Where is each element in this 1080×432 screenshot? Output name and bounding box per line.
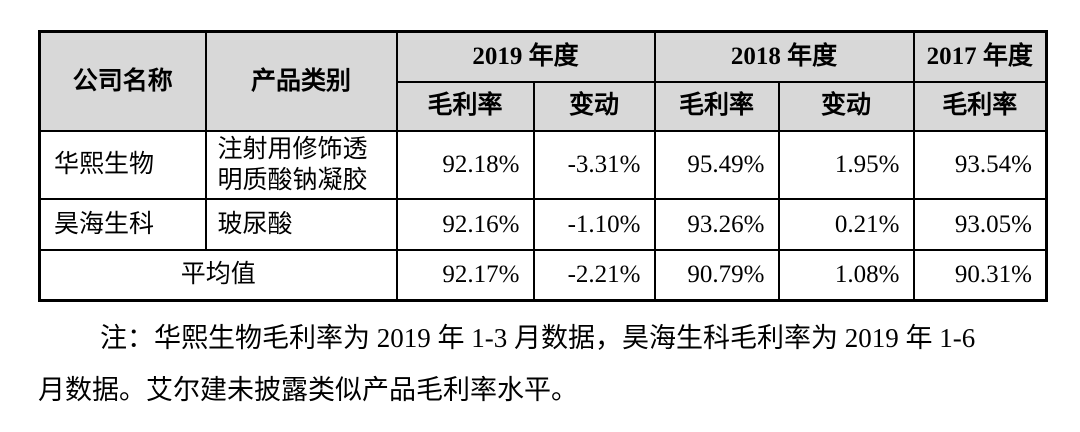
header-margin-2019: 毛利率 [395, 80, 535, 132]
margin-2018: 93.26% [653, 198, 780, 251]
header-year-2019: 2019 年度 [395, 30, 656, 83]
header-year-2017: 2017 年度 [912, 30, 1048, 83]
footnote-line-2: 月数据。艾尔建未披露类似产品毛利率水平。 [38, 375, 578, 405]
avg-margin-2017: 90.31% [912, 249, 1048, 301]
table-row-average: 平均值 92.17% -2.21% 90.79% 1.08% 90.31% [38, 249, 1048, 301]
average-label: 平均值 [38, 249, 398, 301]
header-change-2018: 变动 [777, 80, 915, 132]
header-company: 公司名称 [38, 30, 207, 132]
avg-change-2018: 1.08% [777, 249, 915, 301]
change-2018: 1.95% [777, 129, 915, 200]
margin-2018: 95.49% [653, 129, 780, 200]
header-row-years: 公司名称 产品类别 2019 年度 2018 年度 2017 年度 [38, 30, 1048, 132]
header-margin-2018: 毛利率 [653, 80, 780, 132]
change-2019: -1.10% [532, 198, 656, 251]
table-row-huaxi: 华熙生物 注射用修饰透明质酸钠凝胶 92.18% -3.31% 95.49% 1… [38, 129, 1048, 200]
change-2018: 0.21% [777, 198, 915, 251]
header-margin-2017: 毛利率 [912, 80, 1048, 132]
avg-change-2019: -2.21% [532, 249, 656, 301]
company-name: 华熙生物 [38, 129, 207, 200]
margin-2017: 93.05% [912, 198, 1048, 251]
product-category: 玻尿酸 [204, 198, 398, 251]
avg-margin-2018: 90.79% [653, 249, 780, 301]
table-row-haohai: 昊海生科 玻尿酸 92.16% -1.10% 93.26% 0.21% 93.0… [38, 198, 1048, 251]
avg-margin-2019: 92.17% [395, 249, 535, 301]
margin-2019: 92.18% [395, 129, 535, 200]
product-category: 注射用修饰透明质酸钠凝胶 [204, 129, 398, 200]
header-year-2018: 2018 年度 [653, 30, 915, 83]
header-row-metrics: 毛利率 变动 毛利率 变动 毛利率 [40, 80, 1048, 132]
footnote: 注：华熙生物毛利率为 2019 年 1-3 月数据，昊海生科毛利率为 2019 … [38, 312, 1048, 416]
gross-margin-comparison-table: 公司名称 产品类别 2019 年度 2018 年度 2017 年度 毛利率 变动… [38, 30, 1048, 302]
margin-2019: 92.16% [395, 198, 535, 251]
margin-2017: 93.54% [912, 129, 1048, 200]
footnote-line-1: 注：华熙生物毛利率为 2019 年 1-3 月数据，昊海生科毛利率为 2019 … [100, 323, 976, 353]
company-name: 昊海生科 [38, 198, 207, 251]
header-change-2019: 变动 [532, 80, 656, 132]
header-product: 产品类别 [204, 30, 398, 132]
change-2019: -3.31% [532, 129, 656, 200]
